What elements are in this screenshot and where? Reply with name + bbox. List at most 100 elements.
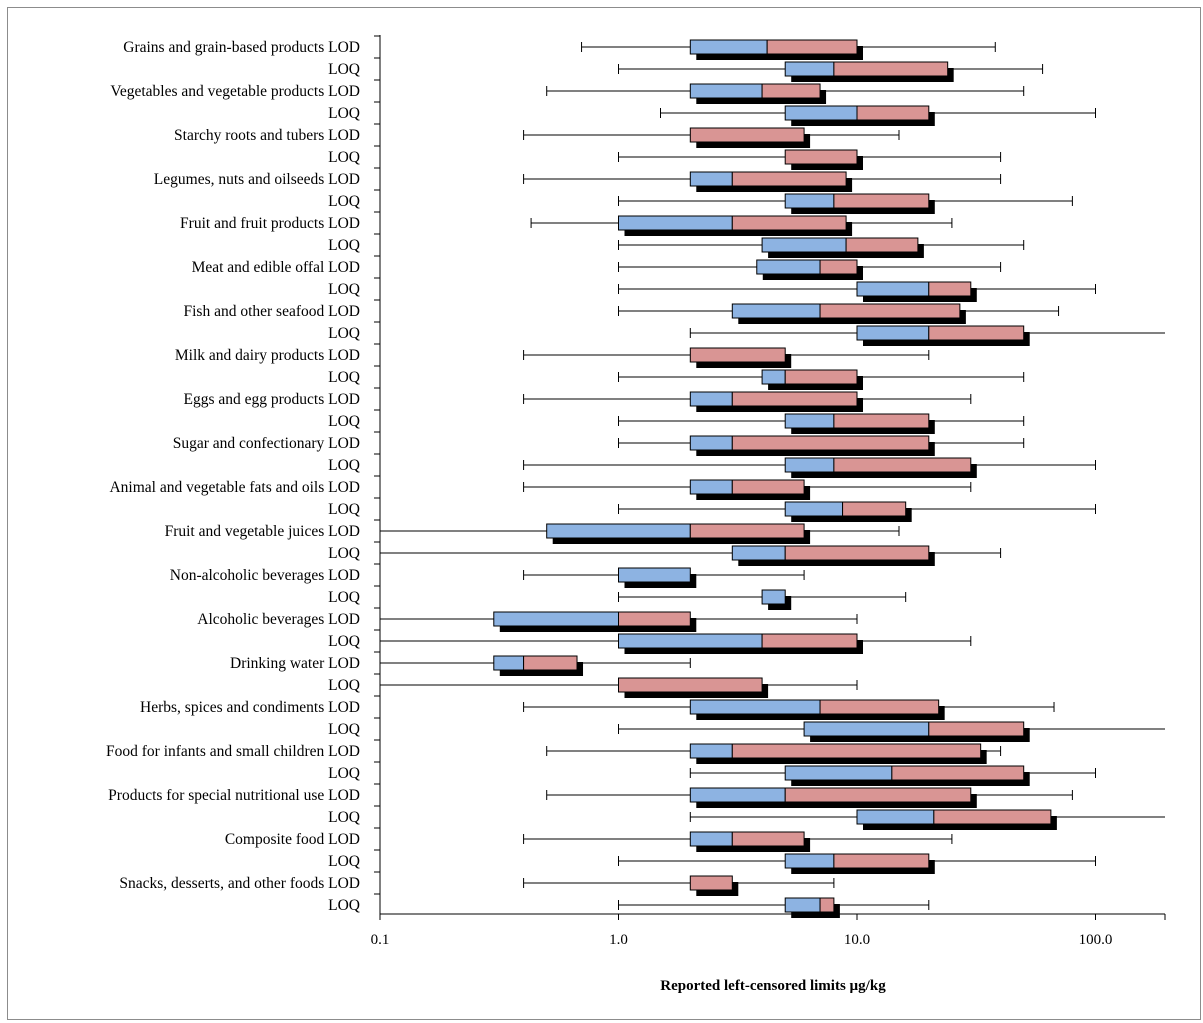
row-label: Composite food LOD bbox=[225, 831, 360, 848]
row-label: LOQ bbox=[328, 633, 360, 650]
box-lower bbox=[618, 215, 733, 231]
box-upper bbox=[731, 215, 847, 231]
box-upper bbox=[833, 853, 930, 869]
row-label: Products for special nutritional use LOD bbox=[108, 787, 360, 804]
row-label: Eggs and egg products LOD bbox=[184, 391, 361, 408]
row-label: Fish and other seafood LOD bbox=[184, 303, 361, 320]
box-upper bbox=[784, 369, 858, 385]
x-tick-label: 1.0 bbox=[609, 932, 628, 948]
box-row: LOQ bbox=[328, 453, 1096, 478]
box-lower bbox=[689, 435, 733, 451]
box-row: Fruit and fruit products LOD bbox=[180, 211, 953, 236]
box-lower bbox=[784, 193, 835, 209]
box-row: Snacks, desserts, and other foods LOD bbox=[119, 871, 835, 896]
box-upper bbox=[784, 545, 930, 561]
box-row: LOQ bbox=[328, 585, 907, 610]
box-lower bbox=[493, 655, 525, 671]
box-row: LOQ bbox=[328, 233, 1025, 258]
row-label: Starchy roots and tubers LOD bbox=[174, 127, 360, 144]
row-label: LOQ bbox=[328, 413, 360, 430]
box-lower bbox=[856, 325, 930, 341]
box-upper bbox=[523, 655, 578, 671]
box-upper bbox=[689, 523, 805, 539]
rows-layer: Grains and grain-based products LOD LOQ Ve… bbox=[106, 35, 1165, 918]
box-row: Fruit and vegetable juices LOD bbox=[165, 519, 900, 544]
box-row: LOQ bbox=[328, 497, 1096, 522]
row-label: LOQ bbox=[328, 809, 360, 826]
box-upper bbox=[856, 105, 930, 121]
box-row: Meat and edible offal LOD bbox=[192, 255, 1002, 280]
box-lower bbox=[784, 105, 858, 121]
box-row: LOQ bbox=[328, 629, 972, 654]
box-row: Composite food LOD bbox=[225, 827, 953, 852]
row-label: LOQ bbox=[328, 897, 360, 914]
box-lower bbox=[784, 413, 835, 429]
box-upper bbox=[819, 259, 858, 275]
row-label: Alcoholic beverages LOD bbox=[197, 611, 360, 628]
box-row: Sugar and confectionary LOD bbox=[173, 431, 1025, 456]
box-row: LOQ bbox=[328, 849, 1096, 874]
box-upper bbox=[819, 303, 961, 319]
box-lower bbox=[689, 787, 786, 803]
row-label: LOQ bbox=[328, 193, 360, 210]
row-label: LOQ bbox=[328, 501, 360, 518]
box-row: LOQ bbox=[328, 101, 1096, 126]
row-label: Meat and edible offal LOD bbox=[192, 259, 360, 276]
row-label: LOQ bbox=[328, 457, 360, 474]
row-label: Legumes, nuts and oilseeds LOD bbox=[154, 171, 360, 188]
box-upper bbox=[928, 325, 1025, 341]
row-label: LOQ bbox=[328, 369, 360, 386]
row-label: LOQ bbox=[328, 149, 360, 166]
row-label: LOQ bbox=[328, 589, 360, 606]
box-row: Legumes, nuts and oilseeds LOD bbox=[154, 167, 1002, 192]
box-row: LOQ bbox=[328, 717, 1165, 742]
box-upper bbox=[784, 787, 972, 803]
box-lower bbox=[784, 457, 835, 473]
box-row: Eggs and egg products LOD bbox=[184, 387, 972, 412]
box-upper bbox=[618, 611, 691, 627]
box-row: LOQ bbox=[328, 321, 1165, 346]
box-lower bbox=[689, 391, 733, 407]
box-upper bbox=[761, 633, 858, 649]
box-upper bbox=[689, 875, 733, 891]
box-lower bbox=[546, 523, 691, 539]
box-row: Food for infants and small children LOD bbox=[106, 739, 1002, 764]
box-row: LOQ bbox=[328, 365, 1025, 390]
box-row: Fish and other seafood LOD bbox=[184, 299, 1060, 324]
row-label: LOQ bbox=[328, 61, 360, 78]
box-row: LOQ bbox=[328, 761, 1096, 786]
box-lower bbox=[493, 611, 620, 627]
box-row: Animal and vegetable fats and oils LOD bbox=[109, 475, 972, 500]
row-label: LOQ bbox=[328, 325, 360, 342]
box-upper bbox=[731, 435, 930, 451]
box-lower bbox=[689, 743, 733, 759]
row-label: Drinking water LOD bbox=[230, 655, 360, 672]
box-upper bbox=[689, 347, 786, 363]
box-row: Vegetables and vegetable products LOD bbox=[110, 79, 1025, 104]
row-label: Snacks, desserts, and other foods LOD bbox=[119, 875, 360, 892]
box-row: Herbs, spices and condiments LOD bbox=[140, 695, 1055, 720]
row-label: LOQ bbox=[328, 545, 360, 562]
row-label: Food for infants and small children LOD bbox=[106, 743, 360, 760]
box-upper bbox=[731, 831, 805, 847]
box-lower bbox=[761, 237, 847, 253]
box-row: Grains and grain-based products LOD bbox=[123, 35, 996, 60]
box-upper bbox=[833, 413, 930, 429]
box-lower bbox=[689, 699, 821, 715]
box-lower bbox=[784, 501, 844, 517]
box-lower bbox=[756, 259, 821, 275]
row-label: LOQ bbox=[328, 677, 360, 694]
box-lower bbox=[761, 369, 786, 385]
row-label: Vegetables and vegetable products LOD bbox=[110, 83, 360, 100]
row-label: Grains and grain-based products LOD bbox=[123, 39, 360, 56]
box-upper bbox=[833, 61, 949, 77]
box-upper bbox=[731, 391, 858, 407]
box-upper bbox=[891, 765, 1025, 781]
box-row: LOQ bbox=[328, 541, 1002, 566]
box-upper bbox=[928, 281, 972, 297]
box-lower bbox=[856, 809, 935, 825]
box-upper bbox=[833, 193, 930, 209]
box-upper bbox=[731, 171, 847, 187]
box-upper bbox=[819, 699, 940, 715]
